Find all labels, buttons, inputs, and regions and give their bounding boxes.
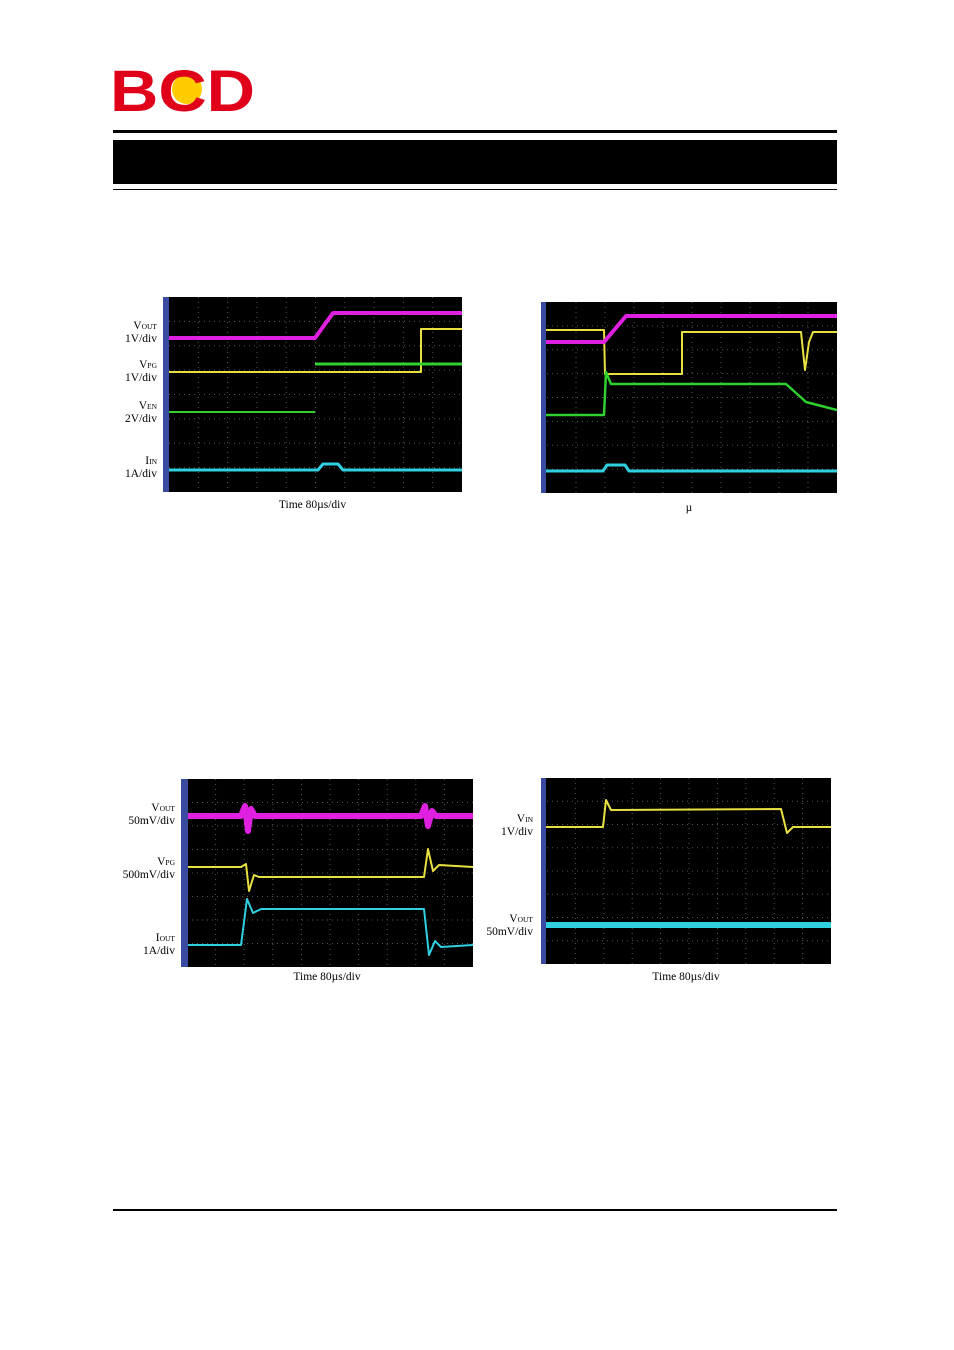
label-sub: OUT — [517, 915, 533, 924]
label-name: V — [133, 320, 142, 332]
caption-text: Time 80µs/div — [652, 971, 720, 983]
label-sub: OUT — [159, 934, 175, 943]
rule — [113, 189, 837, 190]
caption-text: Time 80µs/div — [278, 499, 347, 511]
label-scale: 1V/div — [125, 333, 157, 345]
header-bar — [113, 140, 837, 184]
label-scale: 500mV/div — [122, 869, 175, 881]
label-scale: 1A/div — [143, 945, 175, 957]
caption-text: µ — [685, 502, 693, 514]
label-sub: OUT — [141, 322, 157, 331]
trace-label: VEN 2V/div — [77, 400, 157, 426]
trace-label: VPG 1V/div — [77, 359, 157, 385]
label-name: V — [509, 913, 518, 925]
label-scale: 1V/div — [501, 826, 533, 838]
grid — [547, 302, 837, 493]
scope-1 — [163, 297, 462, 492]
label-name: V — [151, 802, 160, 814]
trace-label: VOUT 50mV/div — [453, 913, 533, 939]
trace-label: VPG 500mV/div — [95, 856, 175, 882]
scope-3 — [181, 779, 473, 967]
trace-label: VOUT 50mV/div — [95, 802, 175, 828]
logo-dot — [177, 81, 197, 101]
label-name: V — [157, 856, 166, 868]
label-name: I — [145, 455, 150, 467]
label-name: V — [139, 359, 148, 371]
label-name: I — [155, 932, 160, 944]
label-scale: 50mV/div — [486, 926, 533, 938]
label-sub: PG — [165, 858, 175, 867]
label-scale: 50mV/div — [128, 815, 175, 827]
label-scale: 1A/div — [125, 468, 157, 480]
rule — [113, 130, 837, 133]
label-scale: 2V/div — [125, 413, 157, 425]
trace-label: VIN 1V/div — [453, 813, 533, 839]
caption: µ — [541, 502, 837, 514]
label-sub: IN — [149, 457, 157, 466]
label-sub: EN — [147, 402, 157, 411]
label-sub: PG — [147, 361, 157, 370]
caption-text: Time 80µs/div — [293, 971, 361, 983]
caption: Time 80µs/div — [541, 971, 831, 983]
scope-4 — [541, 778, 831, 964]
trace-label: VOUT 1V/div — [77, 320, 157, 346]
label-scale: 1V/div — [125, 372, 157, 384]
footer-rule — [113, 1209, 837, 1211]
label-sub: OUT — [159, 804, 175, 813]
trace-label: IIN 1A/div — [77, 455, 157, 481]
caption: Time 80µs/div — [163, 499, 462, 511]
logo: BCD — [110, 62, 255, 116]
label-sub: IN — [525, 815, 533, 824]
trace-label: IOUT 1A/div — [95, 932, 175, 958]
label-name: V — [516, 813, 526, 825]
label-name: V — [138, 400, 147, 412]
scope-2 — [541, 302, 837, 493]
caption: Time 80µs/div — [181, 971, 473, 983]
